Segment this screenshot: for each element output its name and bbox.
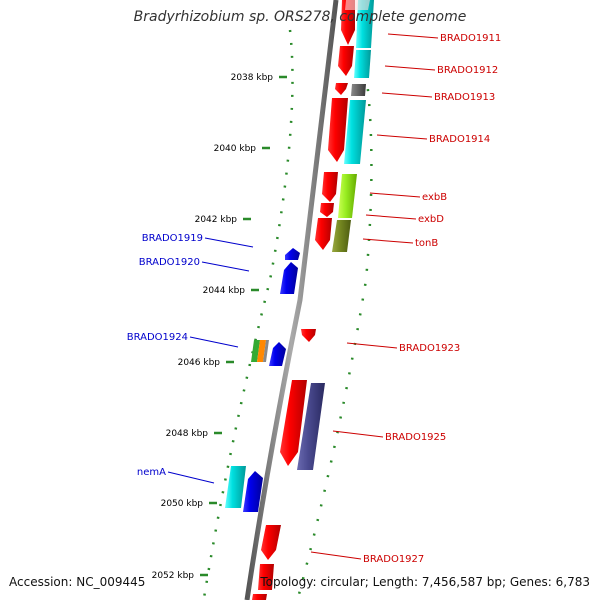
gene-brado1914[interactable] [328, 98, 366, 164]
reverse-gene-label[interactable]: nemA [137, 467, 166, 478]
tick-label: 2040 kbp [214, 144, 257, 154]
forward-leader-line [310, 551, 362, 560]
forward-gene-label[interactable]: BRADO1925 [385, 432, 446, 443]
gene-tonb[interactable] [315, 218, 351, 252]
forward-gene-label[interactable]: BRADO1911 [440, 33, 501, 44]
tick-label: 2044 kbp [203, 286, 246, 296]
gene-brado1925[interactable] [280, 380, 325, 470]
forward-gene-label[interactable]: BRADO1914 [429, 134, 490, 145]
gene-brado1927[interactable] [252, 525, 281, 600]
forward-gene-label[interactable]: BRADO1912 [437, 65, 498, 76]
reverse-gene-label[interactable]: BRADO1920 [139, 257, 200, 268]
gene-exbb[interactable] [322, 172, 357, 218]
forward-gene-label[interactable]: BRADO1923 [399, 343, 460, 354]
forward-leader-line [365, 214, 417, 220]
tick-group: 2038 kbp 2040 kbp 2042 kbp 2044 kbp 2046 kbp… [152, 73, 287, 581]
gene-brado1912[interactable] [338, 46, 371, 78]
reverse-leader-line [204, 237, 254, 248]
forward-gene-group [252, 0, 374, 600]
reverse-gene-label[interactable]: BRADO1924 [127, 332, 188, 343]
forward-gene-label[interactable]: exbB [422, 192, 447, 203]
forward-leader-line [387, 33, 439, 39]
tick-label: 2046 kbp [178, 358, 221, 368]
tick-label: 2042 kbp [195, 215, 238, 225]
forward-leader-line [384, 65, 436, 71]
forward-guide-dots [296, 29, 373, 599]
topology-text: Topology: circular; Length: 7,456,587 bp… [260, 575, 590, 589]
gene-brado1911[interactable] [341, 0, 374, 48]
tick-label: 2050 kbp [161, 499, 204, 509]
reverse-leader-line [201, 261, 250, 272]
forward-gene-label[interactable]: BRADO1927 [363, 554, 424, 565]
gene-brado1920[interactable] [280, 262, 298, 294]
forward-gene-label[interactable]: exbD [418, 214, 444, 225]
forward-gene-label[interactable]: BRADO1913 [434, 92, 495, 103]
forward-leader-line [369, 192, 421, 198]
forward-leader-line [346, 342, 398, 349]
reverse-gene-group [225, 248, 300, 512]
tick-label: 2048 kbp [166, 429, 209, 439]
page-title: Bradyrhizobium sp. ORS278, complete geno… [133, 9, 467, 25]
genome-backbone [244, 0, 339, 601]
label-group: BRADO1911 BRADO1912 BRADO1913 BRADO1914 exbB… [127, 33, 502, 565]
tick-label: 2052 kbp [152, 571, 195, 581]
gene-exbd[interactable] [320, 203, 334, 217]
gene-brado1924[interactable] [251, 340, 286, 366]
reverse-gene-label[interactable]: BRADO1919 [142, 233, 203, 244]
tick-track-dots [202, 29, 294, 599]
reverse-leader-line [167, 471, 215, 484]
accession-text: Accession: NC_009445 [9, 575, 146, 589]
forward-leader-line [376, 134, 428, 140]
gene-brado1923[interactable] [301, 329, 316, 342]
forward-leader-line [362, 238, 414, 244]
forward-leader-line [332, 430, 384, 438]
gene-brado1913[interactable] [335, 83, 366, 96]
gene-nema[interactable] [225, 466, 263, 512]
forward-gene-label[interactable]: tonB [415, 238, 438, 249]
gene-brado1919[interactable] [285, 248, 300, 260]
reverse-leader-line [189, 336, 239, 348]
tick-label: 2038 kbp [231, 73, 274, 83]
forward-leader-line [381, 92, 433, 98]
